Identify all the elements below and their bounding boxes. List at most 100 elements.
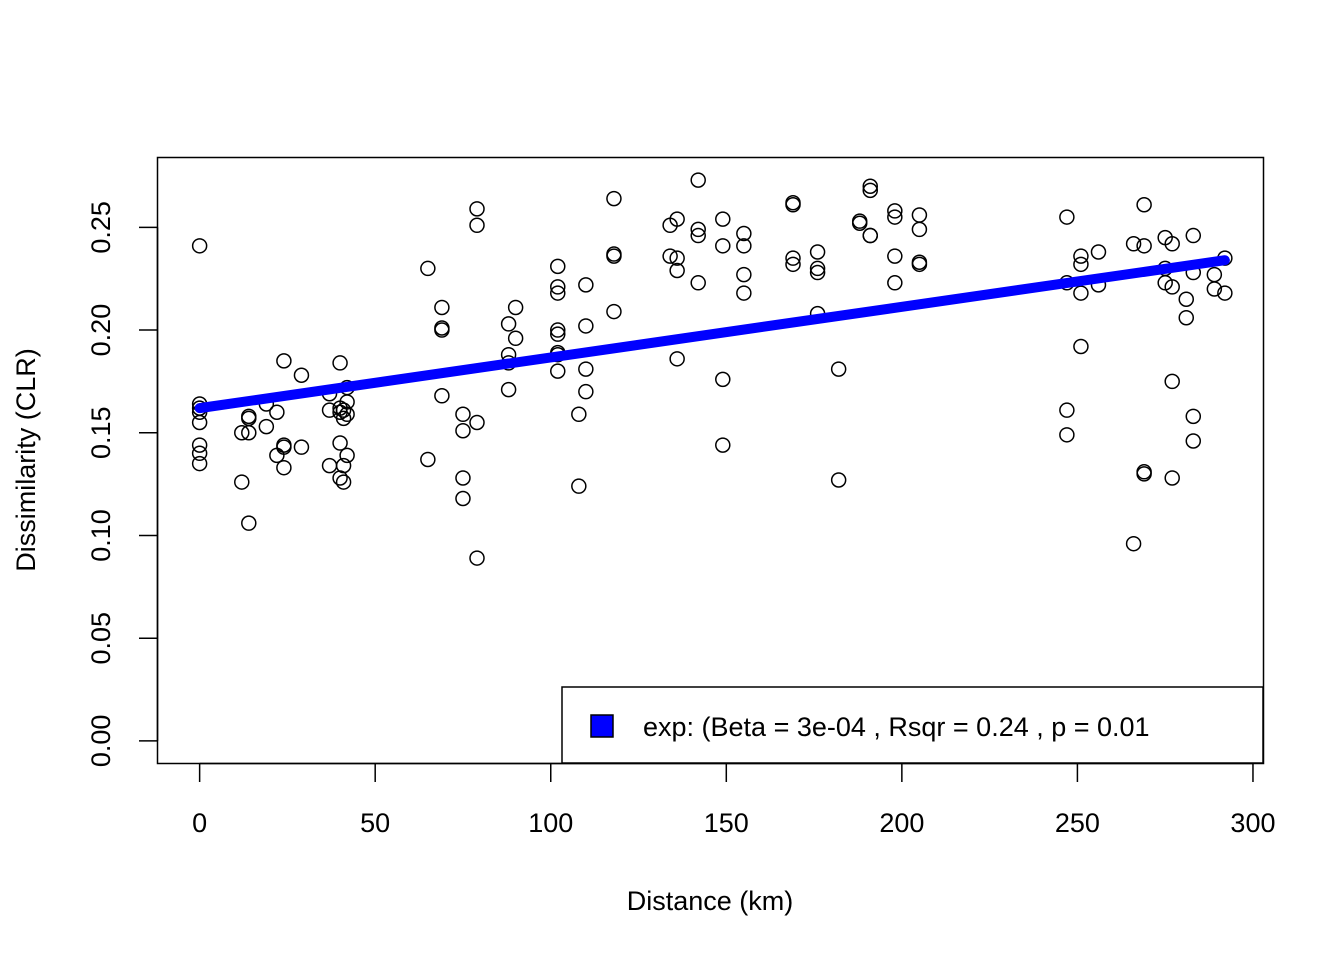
data-point bbox=[669, 351, 685, 367]
data-point bbox=[715, 238, 731, 254]
data-point bbox=[276, 353, 292, 369]
data-point bbox=[191, 414, 208, 431]
data-point bbox=[578, 318, 594, 334]
data-point bbox=[736, 266, 752, 283]
data-point bbox=[887, 203, 903, 219]
data-point bbox=[234, 425, 250, 441]
legend: exp: (Beta = 3e-04 , Rsqr = 0.24 , p = 0… bbox=[561, 686, 1264, 764]
data-point bbox=[1073, 338, 1089, 355]
data-point bbox=[332, 355, 348, 371]
x-axis-label: Distance (km) bbox=[627, 886, 794, 916]
x-tick-label: 300 bbox=[1230, 808, 1275, 838]
data-point bbox=[335, 410, 352, 427]
data-point bbox=[669, 250, 685, 266]
data-point bbox=[241, 425, 257, 441]
data-point bbox=[606, 190, 622, 207]
data-point bbox=[335, 457, 352, 474]
data-point bbox=[911, 221, 928, 238]
data-point bbox=[332, 435, 348, 451]
data-point bbox=[550, 285, 566, 301]
data-point bbox=[606, 248, 622, 264]
data-point bbox=[862, 182, 879, 199]
data-point bbox=[550, 326, 566, 342]
x-tick-label: 150 bbox=[704, 808, 749, 838]
data-point bbox=[911, 256, 928, 273]
data-point bbox=[851, 215, 868, 231]
data-point bbox=[1073, 248, 1089, 264]
data-point bbox=[1185, 227, 1202, 244]
data-point bbox=[571, 406, 587, 423]
data-point bbox=[862, 227, 879, 244]
regression-line bbox=[194, 255, 1230, 414]
x-tick-label: 200 bbox=[879, 808, 924, 838]
data-point bbox=[1185, 433, 1202, 449]
legend-swatch bbox=[590, 714, 614, 738]
data-point bbox=[862, 178, 879, 195]
x-tick-label: 0 bbox=[192, 808, 207, 838]
data-point bbox=[550, 279, 566, 295]
data-point bbox=[455, 422, 471, 439]
data-point bbox=[690, 172, 706, 188]
data-point bbox=[830, 472, 847, 488]
data-point bbox=[785, 250, 801, 266]
data-point bbox=[469, 217, 485, 234]
data-point bbox=[669, 262, 685, 279]
data-point bbox=[690, 221, 706, 238]
data-point bbox=[1164, 279, 1180, 295]
data-point bbox=[339, 394, 355, 410]
data-point bbox=[1059, 427, 1075, 443]
data-point bbox=[469, 201, 485, 217]
y-tick-label: 0.00 bbox=[86, 715, 116, 768]
x-tick-label: 50 bbox=[360, 808, 390, 838]
legend-label: exp: (Beta = 3e-04 , Rsqr = 0.24 , p = 0… bbox=[643, 712, 1150, 742]
data-point bbox=[662, 248, 678, 264]
data-point bbox=[1178, 309, 1195, 326]
data-point bbox=[1164, 373, 1180, 390]
data-point bbox=[191, 445, 208, 462]
y-tick-label: 0.15 bbox=[86, 406, 116, 459]
data-point bbox=[507, 330, 524, 347]
data-point bbox=[269, 404, 285, 420]
data-point bbox=[578, 277, 594, 293]
x-tick-label: 100 bbox=[528, 808, 573, 838]
data-point bbox=[293, 439, 310, 455]
data-point bbox=[335, 402, 352, 418]
data-point bbox=[606, 303, 622, 320]
data-point bbox=[276, 459, 292, 476]
data-point bbox=[276, 439, 292, 455]
x-tick-label: 250 bbox=[1055, 808, 1100, 838]
data-point bbox=[191, 455, 208, 472]
data-point bbox=[669, 211, 685, 227]
data-point bbox=[434, 322, 450, 338]
data-point bbox=[1073, 256, 1089, 273]
data-point bbox=[420, 451, 436, 468]
data-point bbox=[785, 196, 801, 213]
data-point bbox=[578, 361, 594, 377]
data-point bbox=[690, 227, 706, 244]
data-point bbox=[1136, 196, 1152, 213]
data-point bbox=[1059, 209, 1075, 225]
data-point bbox=[1125, 236, 1142, 252]
data-point bbox=[578, 383, 594, 400]
data-point bbox=[1136, 466, 1152, 482]
y-axis-label: Dissimilarity (CLR) bbox=[11, 348, 41, 572]
data-point bbox=[1164, 470, 1180, 486]
data-point bbox=[241, 515, 257, 531]
data-point bbox=[507, 299, 524, 316]
y-axis: 0.00 0.05 0.10 0.15 0.20 0.25 bbox=[86, 201, 159, 768]
y-tick-label: 0.10 bbox=[86, 509, 116, 562]
data-point bbox=[830, 361, 847, 377]
data-point bbox=[1164, 236, 1180, 252]
data-point bbox=[1206, 281, 1223, 297]
data-point bbox=[500, 381, 517, 398]
data-point bbox=[1178, 291, 1195, 307]
data-point bbox=[887, 275, 903, 291]
data-point bbox=[550, 322, 566, 338]
data-point bbox=[258, 418, 275, 435]
y-tick-label: 0.25 bbox=[86, 201, 116, 254]
data-point bbox=[809, 264, 826, 281]
data-points bbox=[191, 172, 1233, 566]
data-point bbox=[469, 414, 485, 431]
data-point bbox=[736, 225, 752, 242]
